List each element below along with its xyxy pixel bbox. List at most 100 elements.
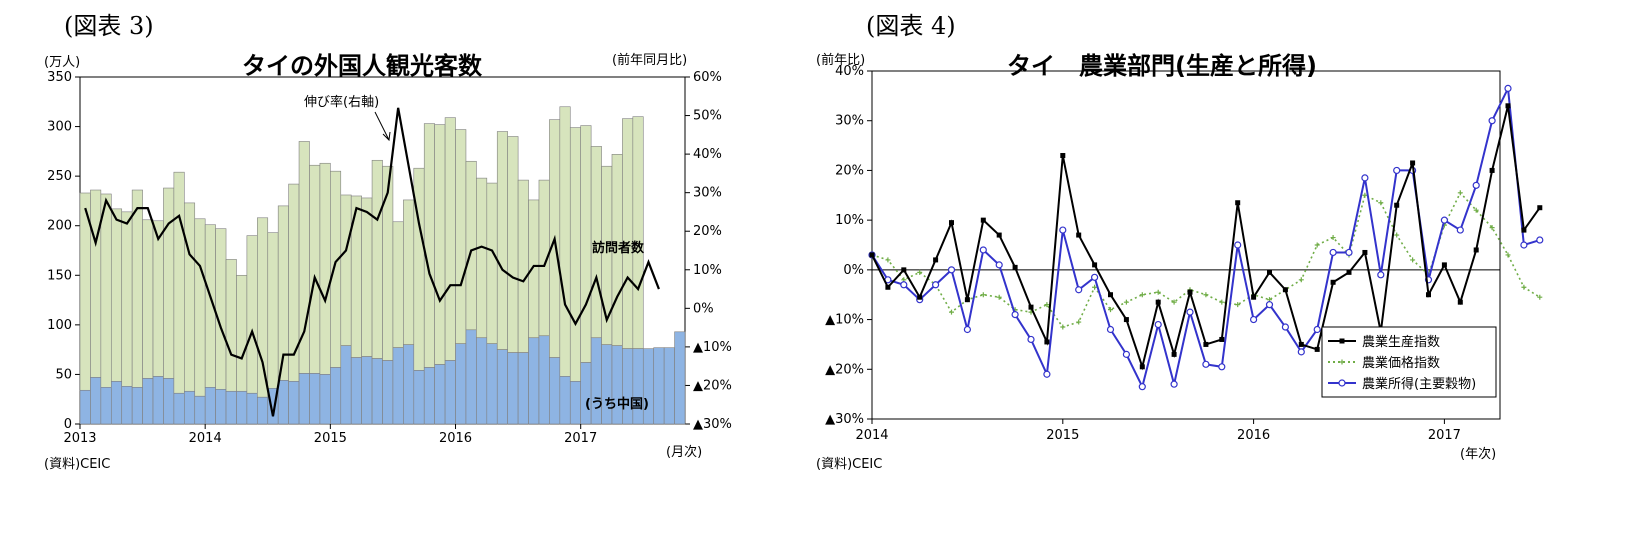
chart4-price-point: [1378, 200, 1384, 206]
chart4-y-tick-label: 0%: [843, 263, 864, 278]
chart3-left-tick-label: 250: [47, 169, 72, 184]
chart3-visitors-bar: [476, 177, 488, 339]
chart4-production-point: [1521, 227, 1527, 233]
chart4-x-tick-label: 2017: [1428, 428, 1461, 443]
chart3-visitors-bar: [152, 220, 164, 377]
chart3-left-tick-label: 50: [55, 367, 72, 382]
chart4-production-point: [1155, 299, 1161, 305]
tourist-arrivals-chart: タイの外国人観光客数 (万人) (前年同月比) (月次) (資料)CEIC 0 5…: [44, 52, 732, 472]
chart3-right-tick-label: 40%: [693, 147, 722, 162]
chart4-production-point: [964, 297, 970, 303]
chart3-china-bar: [559, 376, 571, 425]
chart4-price-point: [949, 309, 954, 315]
chart3-visitors-bar: [403, 199, 415, 345]
chart3-visitors-bar: [142, 219, 154, 379]
chart4-price-point: [1457, 190, 1463, 196]
chart3-china-bar: [319, 374, 331, 425]
chart4-production-point: [1139, 364, 1145, 370]
chart4-legend-marker: [1339, 359, 1345, 365]
chart4-price-point: [885, 257, 891, 263]
chart3-left-tick-label: 100: [47, 318, 72, 333]
chart3-china-bar: [330, 367, 342, 425]
chart3-left-tick-label: 200: [47, 219, 72, 234]
chart3-right-tick-label: 20%: [693, 224, 722, 239]
chart3-visitors-bar: [131, 189, 143, 388]
chart3-x-tick-label: 2013: [63, 431, 96, 446]
chart3-china-bar: [403, 344, 415, 425]
chart3-china-bar: [507, 352, 519, 425]
chart4-production-point: [1235, 200, 1241, 206]
chart4-production-point: [1489, 167, 1495, 173]
chart4-production-point: [1267, 269, 1272, 275]
chart4-income-point: [1027, 335, 1035, 344]
chart3-china-bar: [90, 377, 102, 425]
chart4-legend-label: 農業価格指数: [1362, 355, 1440, 371]
chart3-visitors-bar: [507, 136, 519, 353]
chart4-y-tick-label: 40%: [835, 64, 864, 79]
chart3-china-bar: [413, 370, 425, 425]
chart4-production-point: [933, 257, 939, 263]
chart3-visitors-bar: [184, 202, 196, 392]
chart3-china-bar: [309, 373, 321, 425]
chart3-china-bar: [298, 373, 310, 425]
chart4-price-point: [1410, 257, 1416, 263]
chart4-production-point: [1441, 262, 1447, 268]
chart4-price-point: [1155, 289, 1161, 295]
chart4-income-point: [1345, 248, 1353, 257]
chart3-rate-line: [84, 107, 660, 417]
chart4-production-point: [1394, 202, 1400, 208]
chart4-income-point: [995, 261, 1003, 269]
chart4-income-point: [1091, 273, 1099, 281]
chart3-visitors-bar: [361, 197, 373, 357]
chart4-production-point: [980, 217, 986, 223]
chart3-china-bar: [538, 335, 550, 425]
chart4-income-point: [1456, 226, 1464, 234]
figure-3-label: (図表 3): [64, 12, 154, 40]
chart3-visitors-bar: [392, 221, 404, 348]
chart3-visitors-bar: [434, 124, 446, 365]
chart4-income-point: [1138, 383, 1146, 391]
chart3-right-tick-label: ▲20%: [693, 378, 732, 393]
chart3-china-bar: [444, 360, 456, 425]
chart3-china-bar: [163, 378, 175, 425]
chart3-visitors-bar: [496, 131, 508, 350]
chart4-income-point: [1218, 363, 1226, 371]
chart4-income-point: [1011, 311, 1019, 319]
chart3-visitors-bar: [90, 189, 102, 378]
chart3-left-unit: (万人): [44, 55, 80, 70]
chart4-y-tick-label: ▲30%: [825, 412, 864, 427]
chart4-income-point: [963, 325, 971, 334]
chart4-price-point: [1219, 299, 1225, 305]
chart4-price-point: [980, 292, 986, 298]
chart4-income-point: [1122, 350, 1130, 358]
chart4-price-point: [1505, 252, 1511, 258]
chart4-price-point: [917, 269, 923, 275]
chart3-china-bar: [549, 357, 561, 425]
chart4-price-point: [996, 294, 1002, 300]
chart4-income-point: [1170, 380, 1178, 388]
chart4-income-point: [1297, 348, 1305, 356]
chart4-price-point: [1235, 302, 1241, 308]
chart3-visitors-bar: [121, 211, 133, 387]
chart3-visitors-bar: [486, 182, 498, 344]
chart4-price-point: [1171, 299, 1177, 305]
chart4-production-point: [1251, 294, 1257, 300]
chart3-visitors-bar: [423, 123, 435, 368]
chart3-china-bar: [382, 360, 394, 425]
chart4-production-point: [1314, 346, 1320, 352]
chart3-china-bar: [674, 331, 686, 425]
chart3-title: タイの外国人観光客数: [242, 52, 483, 80]
chart4-production-point: [1203, 341, 1209, 347]
chart3-china-bar: [569, 381, 581, 425]
chart3-x-tick-label: 2017: [564, 431, 597, 446]
chart3-left-tick-label: 300: [47, 120, 72, 135]
chart3-china-bar: [288, 381, 300, 425]
chart4-production-point: [1457, 299, 1463, 305]
chart3-right-tick-label: 30%: [693, 186, 722, 201]
chart4-price-point: [1139, 292, 1145, 298]
chart4-plot-frame: [871, 70, 1501, 420]
chart3-china-bar: [110, 381, 123, 425]
chart4-income-point: [947, 266, 956, 274]
chart4-x-tick-label: 2016: [1237, 428, 1270, 443]
chart3-china-bar: [434, 364, 446, 425]
